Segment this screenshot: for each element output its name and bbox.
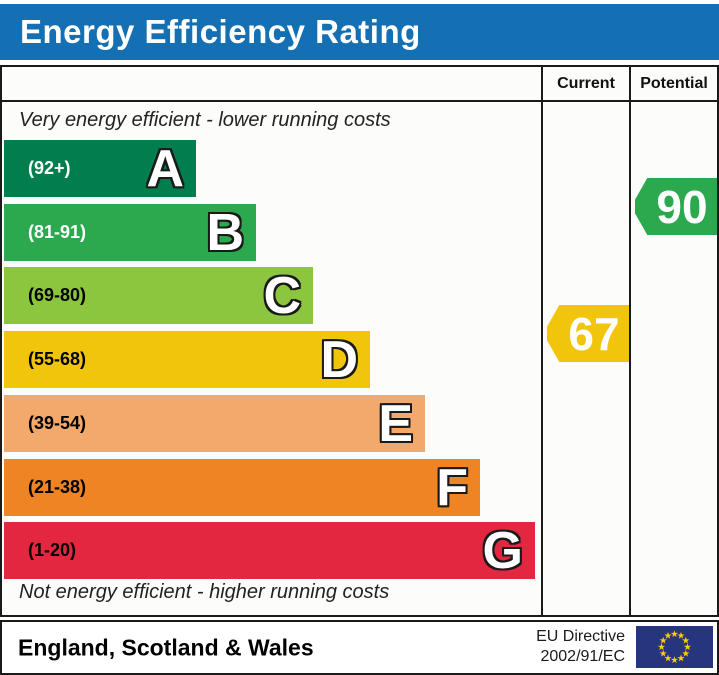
band-range-label: (81-91) — [28, 222, 87, 242]
eu-flag-icon — [636, 626, 713, 668]
band-bar-e: (39-54) E — [4, 395, 425, 452]
eu-directive-line2: 2002/91/EC — [540, 648, 625, 666]
potential-rating-value: 90 — [656, 180, 708, 233]
band-range-label: (21-38) — [28, 477, 87, 497]
current-rating-value: 67 — [568, 307, 620, 360]
column-header-potential: Potential — [640, 74, 708, 92]
band-range-label: (92+) — [28, 158, 71, 178]
band-range-label: (1-20) — [28, 540, 77, 560]
band-letter: F — [436, 458, 468, 517]
band-range-label: (39-54) — [28, 413, 87, 433]
band-bar-a: (92+) A — [4, 140, 196, 197]
band-bar-d: (55-68) D — [4, 331, 370, 388]
band-bar-g: (1-20) G — [4, 522, 535, 579]
footer-bar: England, Scotland & Wales EU Directive 2… — [0, 620, 719, 675]
current-rating-indicator: 67 — [547, 305, 629, 362]
band-bar-b: (81-91) B — [4, 204, 256, 261]
band-letter: A — [146, 139, 184, 198]
eu-directive-label: EU Directive 2002/91/EC — [536, 627, 625, 669]
region-label: England, Scotland & Wales — [18, 634, 314, 660]
band-letter: D — [320, 330, 358, 389]
column-divider-potential — [629, 67, 631, 615]
page-title: Energy Efficiency Rating — [20, 13, 421, 50]
title-bar: Energy Efficiency Rating — [0, 4, 719, 60]
column-header-current: Current — [557, 74, 615, 92]
band-range-label: (55-68) — [28, 349, 87, 369]
band-range-label: (69-80) — [28, 285, 87, 305]
band-letter: B — [206, 203, 244, 262]
band-letter: G — [482, 521, 523, 580]
caption-not-efficient: Not energy efficient - higher running co… — [19, 581, 390, 603]
potential-rating-indicator: 90 — [635, 178, 717, 235]
bands-container: (92+) A (81-91) B (69-80) C (55-68) D (39-54) E (2… — [2, 67, 717, 615]
band-letter: E — [378, 394, 413, 453]
eu-directive-line1: EU Directive — [536, 627, 625, 645]
column-divider-current — [541, 67, 543, 615]
band-bar-f: (21-38) F — [4, 459, 480, 516]
rating-chart: Current Potential Very energy efficient … — [0, 65, 719, 617]
band-letter: C — [263, 266, 301, 325]
table-header-row — [2, 67, 717, 102]
band-bar-c: (69-80) C — [4, 267, 313, 324]
caption-very-efficient: Very energy efficient - lower running co… — [19, 109, 391, 131]
